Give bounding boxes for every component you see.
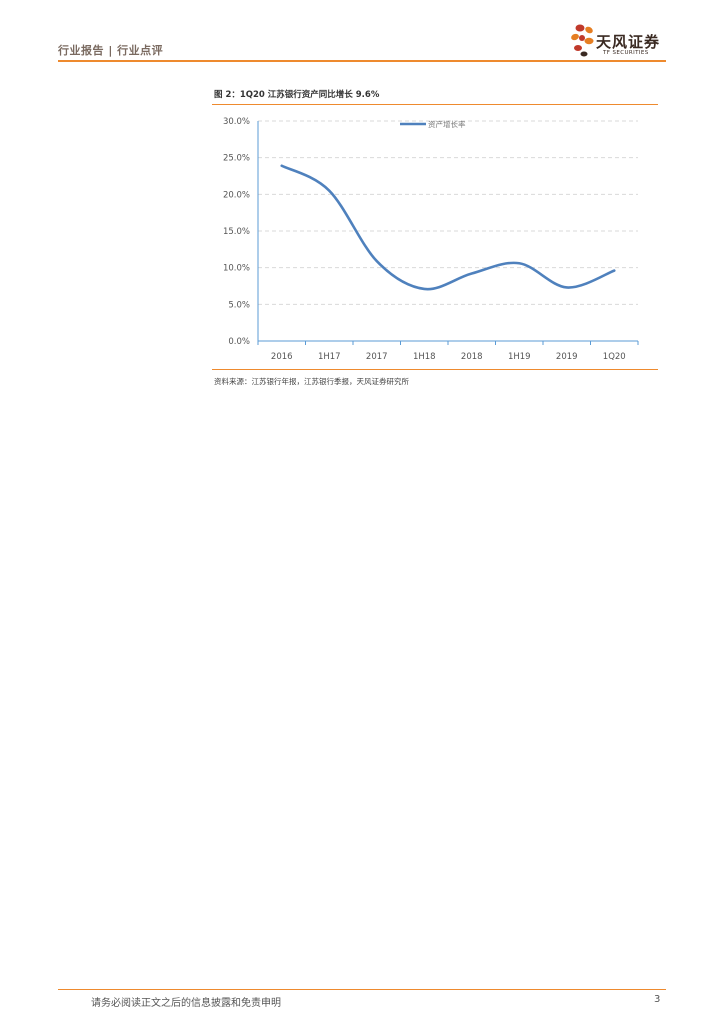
y-tick-label: 30.0% <box>223 117 250 127</box>
footer-disclaimer: 请务必阅读正文之后的信息披露和免责申明 <box>91 998 281 1009</box>
logo-subtext: TF SECURITIES <box>603 50 649 56</box>
figure-title: 图 2：1Q20 江苏银行资产同比增长 9.6% <box>214 90 380 100</box>
logo-text: 天风证券 <box>596 33 661 51</box>
logo-flower-icon <box>571 24 594 57</box>
x-tick-label: 1H19 <box>508 352 531 362</box>
y-tick-label: 15.0% <box>223 227 250 237</box>
footer-divider <box>58 989 666 990</box>
x-tick-label: 2019 <box>556 352 578 362</box>
legend-label: 资产增长率 <box>428 119 466 129</box>
header-title: 行业报告 | 行业点评 <box>58 44 164 57</box>
x-tick-label: 2018 <box>461 352 483 362</box>
page-number: 3 <box>654 994 661 1005</box>
y-tick-label: 10.0% <box>223 264 250 274</box>
header-divider <box>58 60 666 62</box>
x-tick-label: 1Q20 <box>603 352 626 362</box>
series-line-asset-growth <box>280 164 616 291</box>
asset-growth-line-chart: 0.0% 5.0% 10.0% 15.0% 20.0% 25.0% 30.0% 2016 1H1… <box>223 117 639 362</box>
y-tick-label: 25.0% <box>223 154 250 164</box>
x-tick-label: 1H17 <box>318 352 341 362</box>
y-tick-label: 0.0% <box>228 337 250 347</box>
y-tick-label: 20.0% <box>223 190 250 200</box>
x-tick-label: 1H18 <box>413 352 436 362</box>
y-tick-label: 5.0% <box>228 300 250 310</box>
figure-source: 资料来源：江苏银行年报，江苏银行季报，天风证券研究所 <box>214 377 409 386</box>
x-tick-label: 2017 <box>366 352 388 362</box>
x-tick-label: 2016 <box>271 352 293 362</box>
figure-bottom-rule <box>212 369 658 370</box>
figure-top-rule <box>212 104 658 105</box>
